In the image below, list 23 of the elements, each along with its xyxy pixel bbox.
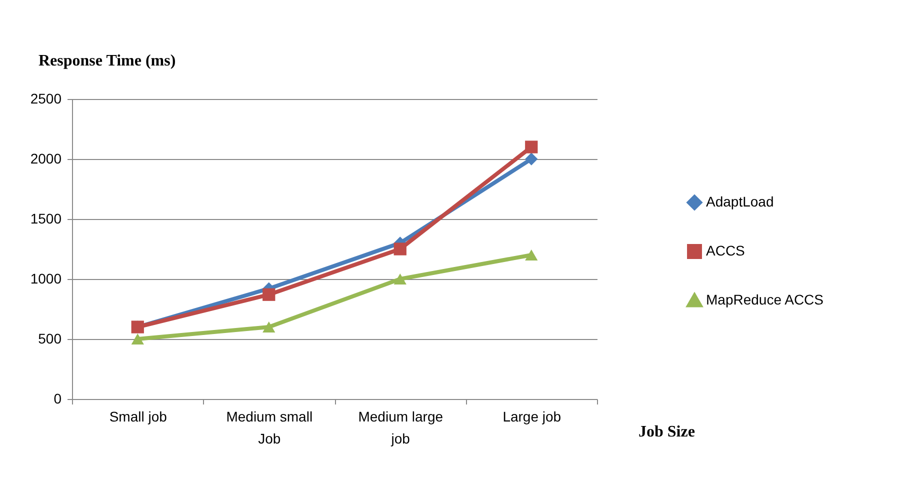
y-tick-label: 500 [38,330,62,346]
x-tick-label: Medium small Job [226,408,313,446]
y-tick-label: 2000 [30,150,62,166]
point [394,274,406,284]
point [262,322,276,332]
point [131,334,144,344]
y-tick-label: 2500 [30,90,62,106]
point [525,250,538,260]
x-tick-label: Large job [502,408,562,424]
y-tick-label: 1000 [30,270,62,286]
y-tick-label: 1500 [30,210,62,226]
y-axis-title: Response Time (ms) [38,52,176,70]
point [262,288,276,301]
point [525,152,538,166]
x-tick-label: Medium large job [358,408,444,446]
legend-label: MapReduce ACCS [706,292,824,308]
x-tick-label: Small job [109,408,168,424]
legend-label: ACCS [706,242,745,258]
y-tick-label: 0 [54,390,62,406]
x-axis-title: Job Size [638,424,695,440]
legend-label: AdaptLoad [706,194,774,210]
point [394,242,406,256]
point [525,140,538,154]
